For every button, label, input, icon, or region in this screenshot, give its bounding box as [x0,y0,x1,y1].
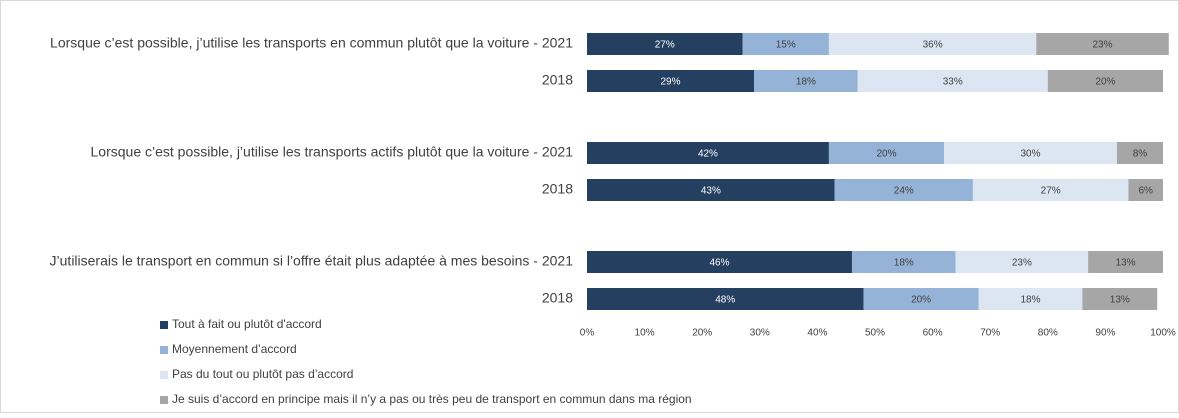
value-label: 27% [1041,186,1061,197]
category-label: Lorsque c’est possible, j’utilise les tr… [91,144,574,160]
value-label: 13% [1116,258,1136,269]
value-label: 46% [709,258,729,269]
value-label: 36% [923,40,943,51]
category-label: Lorsque c’est possible, j’utilise les tr… [50,35,573,51]
x-tick-label: 60% [923,328,943,339]
value-label: 43% [701,186,721,197]
bar-segment [834,179,973,201]
bar-segment [1082,288,1158,310]
bar-segment [587,251,852,273]
x-tick-label: 50% [865,328,885,339]
bar-segment [1047,70,1163,92]
value-label: 23% [1012,258,1032,269]
bar-segment [742,33,829,55]
value-label: 20% [911,295,931,306]
value-label: 6% [1138,186,1153,197]
bar-segment [944,142,1117,164]
value-label: 18% [894,258,914,269]
legend-label: Tout à fait ou plutôt d'accord [172,317,322,331]
x-tick-label: 100% [1150,328,1176,339]
value-label: 15% [776,40,796,51]
value-label: 27% [655,40,675,51]
bar-segment [754,70,858,92]
legend-label: Pas du tout ou plutôt pas d’accord [172,367,353,381]
bar-segment [828,33,1037,55]
x-tick-label: 40% [807,328,827,339]
legend-label: Moyennement d’accord [172,342,297,356]
bar-segment [828,142,945,164]
bar-segment [851,251,956,273]
x-tick-label: 90% [1095,328,1115,339]
value-label: 20% [877,149,897,160]
bar-segment [587,288,864,310]
legend-swatch [160,346,168,354]
value-label: 29% [661,77,681,88]
bar-segment [587,142,829,164]
value-label: 13% [1110,295,1130,306]
legend-label: Je suis d’accord en principe mais il n’y… [172,392,692,406]
bar-segment [587,70,755,92]
x-tick-label: 70% [980,328,1000,339]
x-tick-label: 80% [1038,328,1058,339]
category-label: 2018 [542,72,573,88]
bar-segment [587,33,743,55]
category-label: 2018 [542,181,573,197]
value-label: 18% [1021,295,1041,306]
bar-segment [857,70,1048,92]
value-label: 42% [698,149,718,160]
x-tick-label: 30% [750,328,770,339]
bar-segment [1036,33,1169,55]
value-label: 20% [1095,77,1115,88]
legend-swatch [160,321,168,329]
bar-segment [955,251,1089,273]
x-tick-label: 20% [692,328,712,339]
bar-segment [972,179,1129,201]
value-label: 24% [894,186,914,197]
value-label: 33% [943,77,963,88]
legend-swatch [160,371,168,379]
x-tick-label: 10% [635,328,655,339]
category-label: J’utiliserais le transport en commun si … [50,253,574,269]
bar-segment [863,288,979,310]
value-label: 23% [1093,40,1113,51]
value-label: 30% [1021,149,1041,160]
value-label: 48% [715,295,735,306]
bar-segment [587,179,835,201]
value-label: 8% [1133,149,1148,160]
bar-segment [1088,251,1163,273]
x-tick-label: 0% [580,328,595,339]
bar-segment [1128,179,1163,201]
bar-segment [1116,142,1163,164]
legend-swatch [160,396,168,404]
value-label: 18% [796,77,816,88]
category-label: 2018 [542,290,573,306]
bar-segment [978,288,1083,310]
